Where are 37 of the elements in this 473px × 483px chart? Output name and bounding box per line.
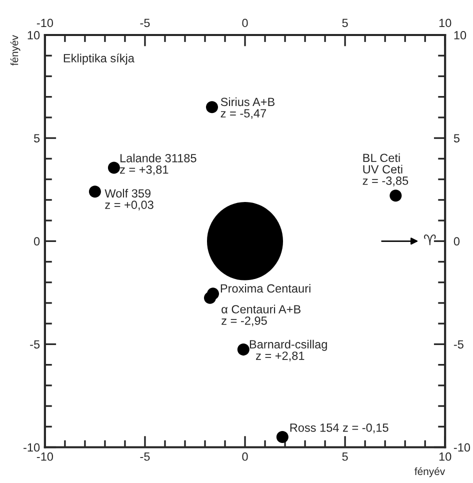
annotation: Wolf 359 z = +0,03	[104, 188, 154, 210]
x-axis-title: fényév	[414, 467, 446, 478]
y2-tick-label: 5	[454, 134, 460, 142]
y-tick-label: -10	[24, 443, 40, 452]
annotation: Ekliptika síkja	[64, 54, 134, 65]
annotation: Barnard-csillag z = +2,81	[250, 340, 327, 362]
x2-tick-label: 5	[342, 18, 348, 28]
x-tick-label: 0	[242, 452, 248, 461]
annotation: Proxima Centauri	[220, 284, 310, 293]
y-tick-label: -5	[30, 340, 40, 349]
point	[237, 344, 250, 356]
x2-tick-label: 10	[439, 18, 452, 28]
y2-tick-label: -10	[454, 443, 470, 452]
point	[390, 190, 402, 202]
point	[204, 292, 216, 304]
y-axis-title: fényév	[10, 35, 20, 66]
x-tick-label: 5	[342, 452, 348, 461]
point	[108, 162, 120, 174]
point	[276, 430, 288, 443]
point	[88, 186, 101, 198]
x-tick-label: 10	[439, 452, 452, 461]
x2-tick-label: 0	[242, 18, 248, 28]
annotation: ♈	[424, 234, 436, 246]
x-tick-label: -5	[140, 452, 150, 461]
y-tick-label: 5	[34, 134, 40, 142]
annotation: Ross 154 z = -0,15	[290, 423, 388, 434]
y2-tick-label: -5	[454, 340, 464, 349]
y-tick-label: 0	[34, 237, 40, 246]
point	[206, 101, 218, 114]
y2-tick-label: 10	[454, 31, 466, 40]
annotation: α Centauri A+B z = -2,95	[222, 304, 300, 326]
annotation: Sirius A+B z = -5,47	[220, 97, 275, 119]
annotation: Lalande 31185 z = +3,81	[120, 154, 196, 176]
x2-tick-label: -5	[140, 18, 150, 28]
annotation: BL Ceti UV Ceti z = -3,85	[362, 153, 408, 186]
y2-tick-label: 0	[454, 237, 460, 246]
y-tick-label: 10	[28, 31, 40, 40]
